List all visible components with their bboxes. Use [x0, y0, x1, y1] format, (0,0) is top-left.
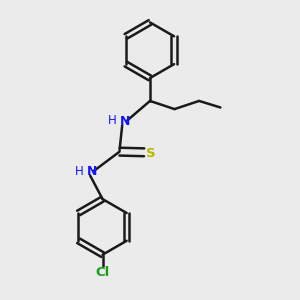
Text: S: S	[146, 147, 155, 160]
Text: Cl: Cl	[95, 266, 110, 279]
Text: H: H	[75, 165, 84, 178]
Text: N: N	[87, 165, 97, 178]
Text: H: H	[108, 114, 117, 127]
Text: N: N	[120, 115, 130, 128]
